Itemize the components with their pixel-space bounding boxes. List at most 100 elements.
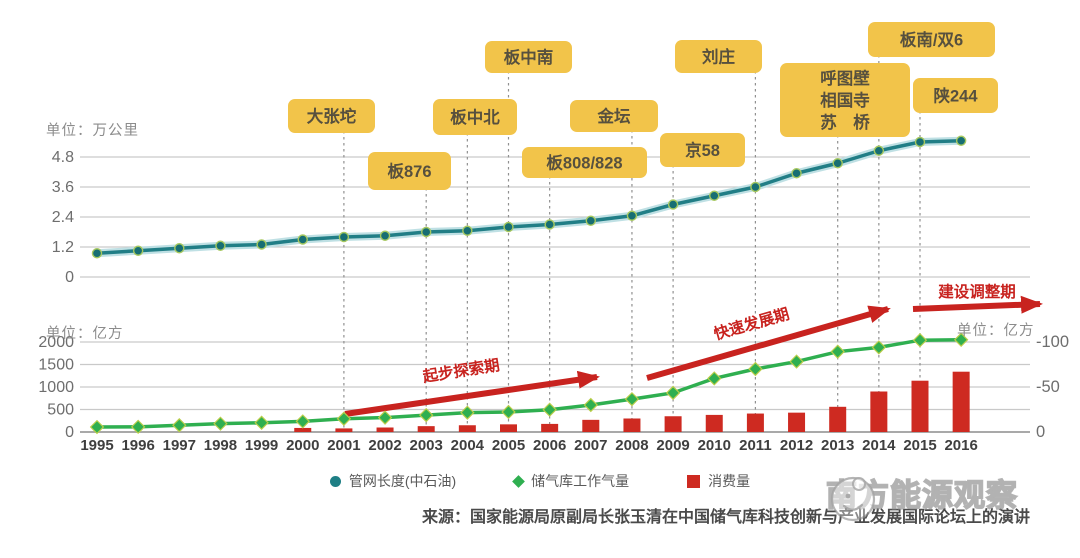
data-point-diamond bbox=[665, 385, 681, 401]
unit-label-bottom-right: 单位：亿方 bbox=[957, 323, 1035, 339]
svg-text:2005: 2005 bbox=[492, 437, 525, 454]
data-point-diamond bbox=[542, 402, 557, 417]
consumption-bar bbox=[746, 413, 764, 432]
phase-label: 建设调整期 bbox=[938, 282, 1016, 301]
consumption-bar bbox=[500, 424, 517, 432]
consumption-bar bbox=[788, 412, 806, 432]
data-point-diamond bbox=[418, 407, 434, 423]
consumption-bar bbox=[705, 414, 723, 432]
facility-callout-box bbox=[780, 63, 910, 137]
data-point-diamond bbox=[501, 404, 516, 420]
svg-text:2012: 2012 bbox=[780, 437, 813, 454]
unit-label-bottom-left: 单位：亿方 bbox=[46, 326, 124, 342]
svg-text:4.8: 4.8 bbox=[52, 149, 74, 166]
legend-item-diamond: 储气库工作气量 bbox=[512, 471, 630, 491]
facility-callout: 板876 bbox=[368, 152, 451, 190]
facility-callout: 板南/双6 bbox=[868, 22, 995, 57]
facility-callout-box bbox=[288, 99, 375, 133]
svg-text:1998: 1998 bbox=[204, 437, 237, 454]
data-point-dot bbox=[709, 190, 720, 201]
svg-text:2011: 2011 bbox=[739, 437, 772, 454]
data-point-diamond bbox=[213, 416, 228, 431]
data-point-dot bbox=[132, 245, 144, 256]
storage-working-gas-line bbox=[89, 332, 969, 435]
consumption-bars bbox=[294, 371, 970, 432]
data-point-diamond bbox=[377, 410, 393, 425]
facility-callout-label: 板南/双6 bbox=[900, 30, 963, 50]
data-point-diamond bbox=[254, 415, 269, 430]
phase-arrow bbox=[912, 295, 1043, 314]
facility-callout-label: 金坛 bbox=[597, 106, 632, 126]
data-point-diamond bbox=[789, 354, 804, 369]
pipeline-length-line bbox=[91, 135, 967, 259]
data-point-diamond bbox=[130, 419, 146, 435]
svg-text:0: 0 bbox=[65, 424, 74, 441]
consumption-bar bbox=[952, 371, 970, 432]
consumption-bar bbox=[335, 428, 353, 432]
facility-callout-box bbox=[522, 147, 647, 178]
data-point-diamond bbox=[295, 414, 310, 429]
facility-callout-box bbox=[368, 152, 451, 190]
svg-text:2001: 2001 bbox=[327, 437, 360, 454]
svg-text:-100: -100 bbox=[1036, 333, 1069, 351]
svg-text:2014: 2014 bbox=[862, 437, 896, 454]
facility-callout-label: 板808/828 bbox=[546, 153, 622, 173]
data-point-dot bbox=[750, 181, 761, 193]
data-point-dot bbox=[421, 226, 432, 238]
facility-callout: 板808/828 bbox=[522, 147, 647, 178]
data-point-dot bbox=[585, 215, 596, 226]
svg-text:2000: 2000 bbox=[38, 334, 74, 351]
data-point-diamond bbox=[89, 419, 105, 435]
legend-label: 储气库工作气量 bbox=[531, 473, 630, 489]
svg-text:2006: 2006 bbox=[533, 437, 566, 454]
facility-callout-box bbox=[433, 99, 517, 135]
data-point-dot bbox=[462, 225, 473, 236]
facility-callout-box bbox=[570, 100, 658, 132]
svg-text:500: 500 bbox=[47, 402, 74, 419]
facility-callout-box bbox=[660, 133, 745, 167]
data-point-dot bbox=[256, 239, 267, 250]
legend-diamond-marker-icon bbox=[512, 474, 526, 488]
data-point-diamond bbox=[460, 405, 475, 420]
data-point-dot bbox=[544, 219, 555, 230]
data-point-dot bbox=[626, 210, 638, 221]
consumption-bar bbox=[417, 426, 435, 432]
facility-callout-label: 板中北 bbox=[450, 107, 500, 127]
consumption-bar bbox=[829, 406, 847, 432]
data-point-dot bbox=[174, 243, 185, 254]
consumption-bar bbox=[870, 391, 888, 432]
data-point-diamond bbox=[707, 371, 722, 386]
data-point-diamond bbox=[912, 332, 928, 348]
consumption-bar bbox=[458, 425, 476, 432]
svg-text:2002: 2002 bbox=[368, 437, 401, 454]
facility-callout-box bbox=[485, 41, 572, 73]
svg-text:2004: 2004 bbox=[451, 437, 485, 454]
svg-text:2007: 2007 bbox=[574, 437, 607, 454]
consumption-bar bbox=[541, 423, 559, 432]
data-point-dot bbox=[791, 168, 802, 179]
svg-text:2009: 2009 bbox=[656, 437, 689, 454]
svg-text:3.6: 3.6 bbox=[52, 179, 74, 196]
svg-text:1997: 1997 bbox=[163, 437, 196, 454]
data-point-diamond bbox=[748, 361, 763, 377]
year-axis: 1995 1996 1997 1998 1999 2000 2001 2002 2003 2004… bbox=[80, 437, 978, 454]
svg-text:2016: 2016 bbox=[944, 437, 977, 454]
facility-callout-label: 刘庄 bbox=[702, 47, 736, 67]
svg-text:1995: 1995 bbox=[80, 437, 113, 454]
facility-callout-label: 板中南 bbox=[504, 47, 554, 67]
facility-callout: 刘庄 bbox=[675, 40, 762, 73]
legend: 管网长度(中石油) 储气库工作气量 消费量 bbox=[0, 468, 1080, 494]
facility-callout: 京58 bbox=[660, 133, 745, 167]
legend-label: 管网长度(中石油) bbox=[348, 473, 457, 489]
facility-callout-label: 陕244 bbox=[933, 86, 978, 106]
facility-callout: 呼图壁相国寺苏 桥 bbox=[780, 63, 910, 137]
data-point-dot bbox=[832, 158, 843, 169]
facility-callout-box bbox=[868, 22, 995, 57]
facility-callout-label: 板876 bbox=[387, 161, 431, 181]
svg-text:1996: 1996 bbox=[121, 437, 154, 454]
facility-callout: 金坛 bbox=[570, 100, 658, 132]
consumption-bar bbox=[582, 419, 600, 432]
